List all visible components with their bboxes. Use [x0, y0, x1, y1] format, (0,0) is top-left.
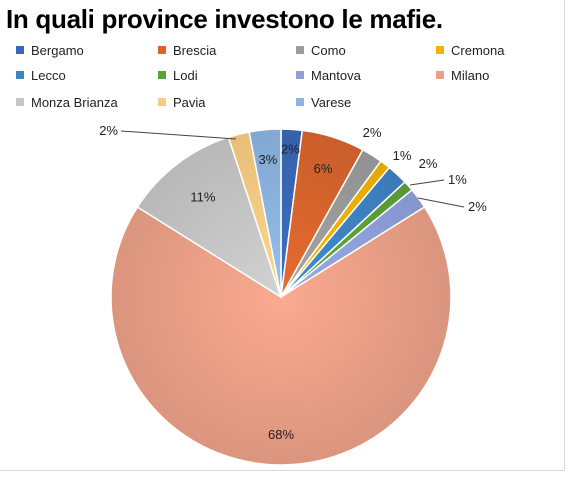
- legend-label: Brescia: [173, 42, 217, 58]
- legend-label: Pavia: [173, 94, 206, 110]
- pie-slice-milano: [110, 205, 452, 466]
- data-label-varese: 3%: [259, 152, 278, 167]
- legend-item-mantova: Mantova: [296, 67, 361, 83]
- legend-swatch: [296, 46, 304, 54]
- legend-swatch: [436, 46, 444, 54]
- legend-item-como: Como: [296, 42, 346, 58]
- legend-item-pavia: Pavia: [158, 94, 206, 110]
- data-label-brescia: 6%: [314, 161, 333, 176]
- legend-label: Monza Brianza: [31, 94, 118, 110]
- chart-border: [0, 0, 565, 471]
- legend-swatch: [436, 71, 444, 79]
- pie-slice-varese: [248, 128, 282, 298]
- legend-item-brescia: Brescia: [158, 42, 216, 58]
- legend-label: Cremona: [451, 42, 505, 58]
- legend-label: Varese: [311, 94, 352, 110]
- legend-item-lodi: Lodi: [158, 67, 198, 83]
- legend-swatch: [16, 46, 24, 54]
- legend-label: Como: [311, 42, 346, 58]
- legend-swatch: [158, 46, 166, 54]
- legend-swatch: [296, 71, 304, 79]
- data-label-pavia: 2%: [99, 123, 118, 138]
- leader-line-lodi: [409, 179, 445, 186]
- legend-item-lecco: Lecco: [16, 67, 66, 83]
- legend-swatch: [16, 71, 24, 79]
- legend-swatch: [158, 71, 166, 79]
- data-label-milano: 68%: [268, 427, 294, 442]
- legend-item-monza-brianza: Monza Brianza: [16, 94, 118, 110]
- legend-item-bergamo: Bergamo: [16, 42, 84, 58]
- data-label-mantova: 2%: [468, 199, 487, 214]
- legend-label: Mantova: [311, 67, 361, 83]
- legend-label: Milano: [451, 67, 490, 83]
- data-label-como: 2%: [363, 125, 382, 140]
- legend-label: Bergamo: [31, 42, 84, 58]
- data-label-lecco: 2%: [419, 156, 438, 171]
- leader-line-mantova: [417, 197, 465, 208]
- data-label-bergamo: 2%: [281, 142, 300, 157]
- leader-line-pavia: [120, 130, 237, 140]
- pie-slice-monza-brianza: [136, 136, 283, 299]
- legend-label: Lecco: [31, 67, 66, 83]
- data-label-cremona: 1%: [393, 148, 412, 163]
- legend-swatch: [16, 98, 24, 106]
- legend-item-varese: Varese: [296, 94, 351, 110]
- legend-swatch: [158, 98, 166, 106]
- legend-label: Lodi: [173, 67, 198, 83]
- legend-item-milano: Milano: [436, 67, 489, 83]
- data-label-monza-brianza: 11%: [190, 189, 215, 204]
- legend: Bergamo Brescia Como Cremona Lecco Lodi Mantov…: [0, 0, 574, 120]
- chart-title: In quali province investono le mafie.: [6, 4, 443, 34]
- data-label-lodi: 1%: [448, 172, 467, 187]
- legend-item-cremona: Cremona: [436, 42, 504, 58]
- legend-swatch: [296, 98, 304, 106]
